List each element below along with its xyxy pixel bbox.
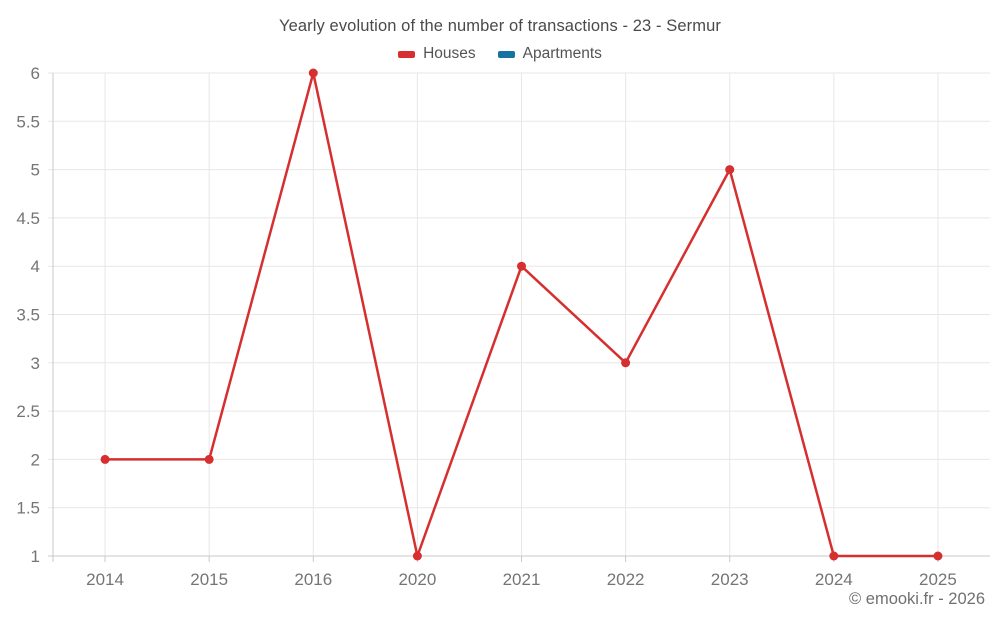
x-axis-tick-label: 2020	[398, 570, 436, 589]
y-axis-tick-label: 2	[31, 450, 40, 469]
y-axis-tick-label: 1.5	[16, 499, 40, 518]
y-axis-tick-label: 3	[31, 354, 40, 373]
legend-label: Houses	[423, 45, 476, 62]
footer-credit: © emooki.fr - 2026	[849, 590, 985, 608]
data-point-houses-2022[interactable]	[621, 358, 631, 368]
legend-item-houses[interactable]: Houses	[398, 45, 476, 63]
data-point-houses-2016[interactable]	[308, 68, 318, 78]
x-axis-tick-label: 2025	[919, 570, 957, 589]
x-axis-tick-label: 2024	[815, 570, 853, 589]
data-point-houses-2023[interactable]	[725, 165, 735, 175]
legend: Houses Apartments	[0, 45, 1000, 63]
data-point-houses-2014[interactable]	[100, 454, 110, 464]
y-axis-tick-label: 5	[31, 161, 40, 180]
data-point-houses-2025[interactable]	[933, 551, 943, 561]
y-axis-tick-label: 4	[31, 257, 40, 276]
legend-item-apartments[interactable]: Apartments	[497, 45, 602, 63]
legend-swatch-apartments	[497, 50, 515, 58]
x-axis-tick-label: 2021	[503, 570, 541, 589]
x-axis-tick-label: 2022	[607, 570, 645, 589]
chart-title: Yearly evolution of the number of transa…	[279, 17, 721, 35]
x-axis-tick-label: 2015	[190, 570, 228, 589]
legend-swatch-houses	[398, 50, 416, 58]
x-axis-tick-label: 2023	[711, 570, 749, 589]
y-axis-tick-label: 6	[31, 64, 40, 83]
y-axis-tick-label: 1	[31, 547, 40, 566]
data-point-houses-2015[interactable]	[204, 454, 214, 464]
y-axis-tick-label: 2.5	[16, 402, 40, 421]
data-point-houses-2021[interactable]	[517, 261, 526, 271]
y-axis-tick-label: 4.5	[16, 209, 40, 228]
y-axis-tick-label: 5.5	[16, 112, 40, 131]
data-point-houses-2020[interactable]	[412, 551, 422, 561]
x-axis-tick-label: 2014	[86, 570, 124, 589]
data-point-houses-2024[interactable]	[829, 551, 839, 561]
x-axis-tick-label: 2016	[294, 570, 332, 589]
legend-label: Apartments	[522, 45, 602, 62]
y-axis-tick-label: 3.5	[16, 306, 40, 325]
